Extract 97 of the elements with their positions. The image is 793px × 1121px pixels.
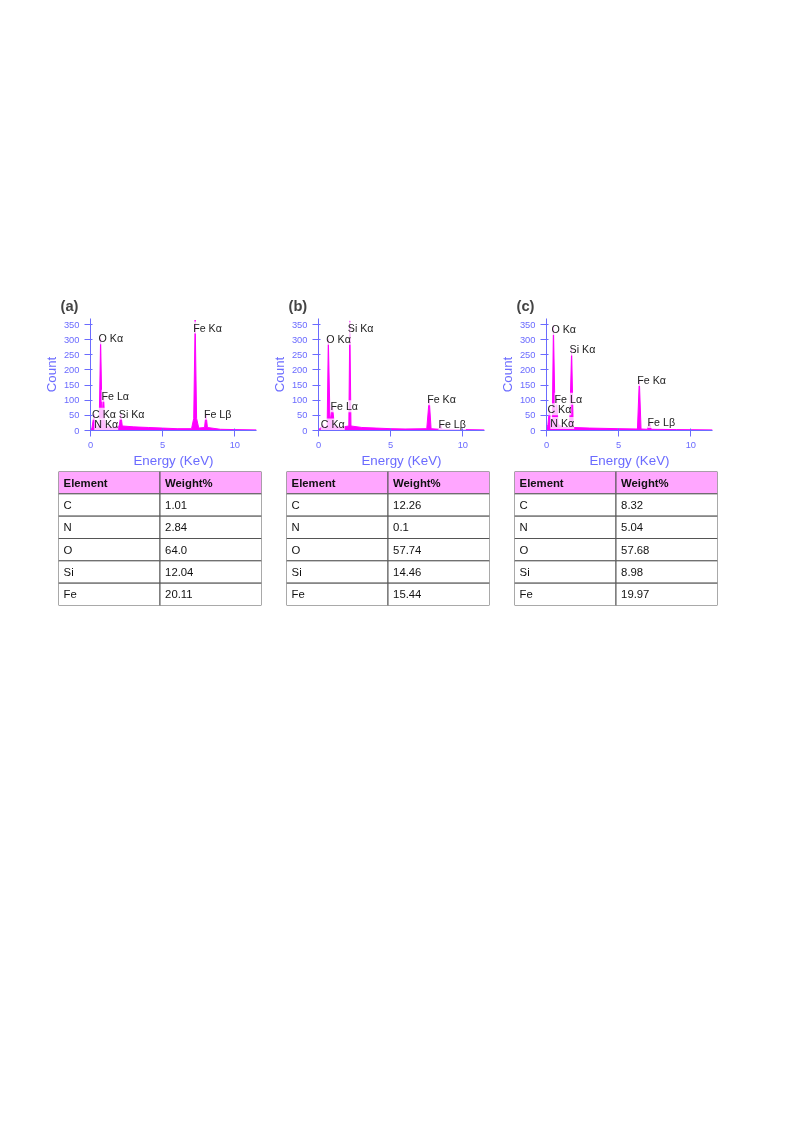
x-tick-label: 0 (87, 439, 94, 450)
text: Fe (63, 588, 77, 601)
annotation: Fe Lβ (203, 407, 232, 420)
annotation: Fe Kα (193, 321, 222, 334)
y-axis-title: Count (499, 356, 515, 393)
y-tick-label: 150 (291, 380, 308, 391)
annotation: Fe Kα (427, 393, 456, 406)
chart-title: (a) (60, 297, 79, 314)
text: 1.01 (165, 499, 188, 511)
text: 0.1 (393, 521, 409, 534)
annotation: C Kα (547, 403, 572, 416)
y-tick-label: 250 (63, 349, 80, 360)
text: 20.11 (165, 588, 193, 601)
text: 8.32 (621, 499, 644, 511)
y-axis-title: Count (271, 356, 287, 393)
x-tick-label: 5 (388, 439, 394, 450)
x-tick-label: 10 (685, 439, 697, 450)
text: 15.44 (393, 588, 422, 601)
y-axis-title: Count (43, 356, 59, 393)
annotation: O Kα (551, 323, 576, 336)
text: N (63, 521, 72, 534)
annotation: Si Kα (569, 343, 596, 356)
annotation: O Kα (326, 332, 351, 345)
text: Weight% (165, 476, 213, 489)
text: 19.97 (621, 588, 650, 601)
x-tick-label: 10 (229, 439, 241, 450)
y-tick-label: 200 (519, 364, 536, 375)
annotation: O Kα (98, 332, 124, 345)
y-tick-label: 350 (63, 319, 80, 330)
text: N (519, 521, 528, 534)
text: C (519, 499, 528, 511)
text: 12.04 (165, 566, 194, 578)
y-tick-label: 100 (291, 395, 308, 406)
y-tick-label: 100 (63, 395, 80, 406)
y-tick-label: 50 (525, 410, 536, 421)
y-tick-label: 350 (291, 319, 308, 330)
y-tick-label: 300 (291, 334, 308, 345)
text: Si (291, 566, 302, 578)
text: 57.74 (393, 543, 422, 556)
text: O (291, 543, 301, 556)
text: O (519, 543, 529, 556)
y-tick-label: 0 (74, 425, 80, 436)
y-tick-label: 50 (69, 410, 80, 421)
y-tick-label: 200 (291, 364, 308, 375)
y-tick-label: 250 (519, 349, 536, 360)
annotation: Fe Lβ (438, 418, 466, 431)
y-tick-label: 300 (63, 334, 80, 345)
x-tick-label: 10 (457, 439, 469, 450)
annotation: Fe Lα (554, 392, 583, 405)
text: Element (519, 476, 564, 489)
annotation: C Kα (320, 418, 345, 431)
text: Element (291, 476, 336, 489)
text: 8.98 (621, 566, 644, 578)
chart-title: (c) (516, 297, 535, 314)
x-tick-label: 5 (160, 439, 166, 450)
text: Weight% (621, 476, 669, 489)
annotation: Fe Lα (330, 400, 358, 413)
text: 57.68 (621, 543, 650, 556)
text: 64.0 (165, 543, 188, 556)
y-tick-label: 200 (63, 364, 80, 375)
x-axis-title: Energy (KeV) (361, 452, 442, 468)
y-tick-label: 0 (530, 425, 536, 436)
annotation: Si Kα (347, 321, 374, 334)
text: Si (519, 566, 530, 578)
x-axis-title: Energy (KeV) (589, 452, 670, 468)
y-tick-label: 0 (302, 425, 308, 436)
text: 12.26 (393, 499, 422, 511)
text: C (291, 499, 300, 511)
annotation: Fe Kα (637, 373, 666, 386)
annotation: Si Kα (118, 407, 145, 420)
x-tick-label: 5 (616, 439, 622, 450)
chart-title: (b) (288, 297, 308, 314)
text: Weight% (393, 476, 441, 489)
x-tick-label: 0 (543, 439, 550, 450)
y-tick-label: 250 (291, 349, 308, 360)
text: 5.04 (621, 521, 644, 534)
y-tick-label: 300 (519, 334, 536, 345)
y-tick-label: 100 (519, 395, 536, 406)
text: 14.46 (393, 566, 422, 578)
annotation: Fe Lα (101, 389, 129, 402)
annotation: Fe Lβ (647, 416, 676, 429)
x-axis-title: Energy (KeV) (133, 452, 214, 468)
y-tick-label: 150 (519, 380, 536, 391)
text: O (63, 543, 73, 556)
text: Fe (291, 588, 305, 601)
text: C (63, 499, 72, 511)
text: Element (63, 476, 108, 489)
text: Fe (519, 588, 533, 601)
text: Si (63, 566, 74, 578)
annotation: C Kα (92, 407, 117, 420)
annotation: N Kα (550, 416, 575, 429)
text: 2.84 (165, 521, 188, 534)
text: N (291, 521, 300, 534)
y-tick-label: 150 (63, 380, 80, 391)
y-tick-label: 350 (519, 319, 536, 330)
x-tick-label: 0 (315, 439, 322, 450)
y-tick-label: 50 (297, 410, 308, 421)
